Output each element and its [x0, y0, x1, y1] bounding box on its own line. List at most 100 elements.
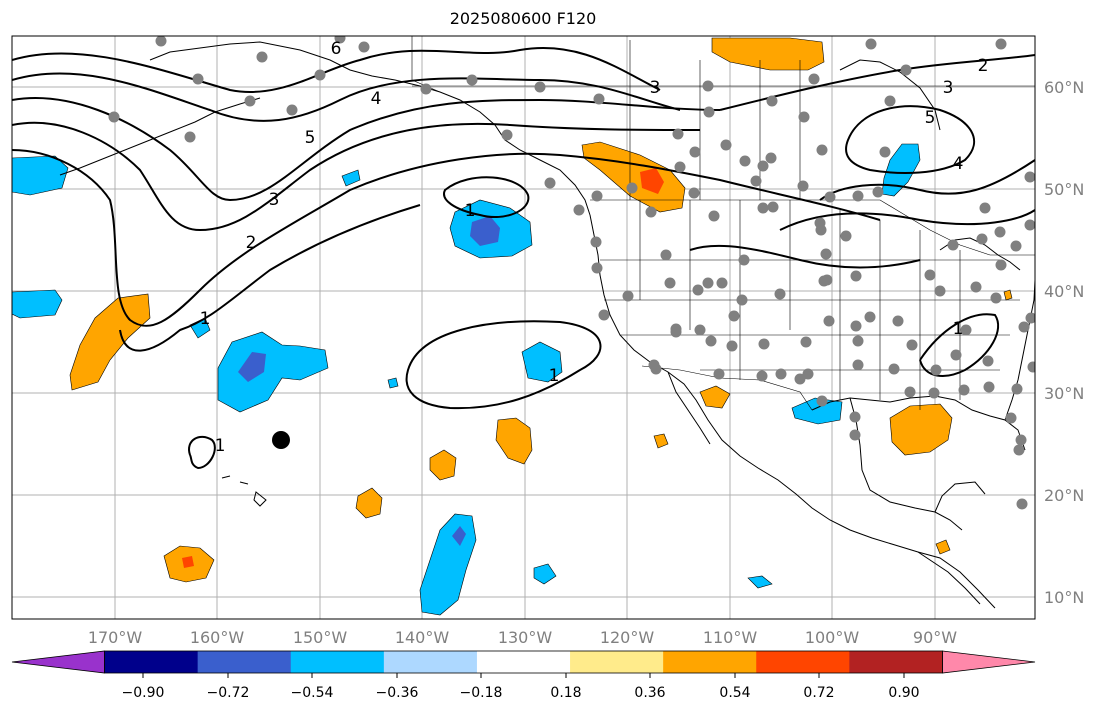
contour-label: 3: [269, 190, 280, 210]
station-marker: [708, 210, 720, 222]
contour: [779, 209, 1035, 231]
coastline-aleutians: [59, 97, 261, 176]
special-location-marker: [272, 431, 290, 449]
station-marker: [593, 93, 605, 105]
station-marker: [947, 239, 959, 251]
shade-blue: [12, 289, 63, 319]
station-marker: [757, 160, 769, 172]
station-marker: [184, 131, 196, 143]
colorbar-segment: [290, 651, 385, 673]
colorbar-segment: [104, 651, 199, 673]
station-marker: [501, 129, 513, 141]
shade-blue: [747, 575, 773, 589]
station-marker: [626, 182, 638, 194]
contour: [443, 176, 530, 219]
station-marker: [466, 74, 478, 86]
colorbar-segment: [197, 651, 292, 673]
colorbar-tick-labels: −0.90 −0.72 −0.54 −0.36 −0.18 0.18 0.36 0.54 0.7…: [122, 673, 920, 701]
station-marker: [256, 51, 268, 63]
station-marker: [726, 340, 738, 352]
colorbar: [11, 650, 1036, 674]
station-marker: [976, 233, 988, 245]
station-marker: [850, 270, 862, 282]
station-marker: [689, 146, 701, 158]
longitude-label: 150°W: [293, 628, 348, 647]
station-marker: [758, 338, 770, 350]
station-marker: [852, 190, 864, 202]
colorbar-segment: [663, 651, 757, 673]
station-marker: [852, 335, 864, 347]
station-marker: [1005, 412, 1017, 424]
coastline-us-west: [589, 214, 996, 609]
station-marker: [958, 384, 970, 396]
contour: [845, 105, 976, 174]
latitude-label: 60°N: [1044, 78, 1084, 97]
contour: [919, 313, 1000, 377]
station-marker: [738, 254, 750, 266]
station-marker: [664, 277, 676, 289]
station-marker: [703, 106, 715, 118]
station-marker: [108, 111, 120, 123]
contour-label: 4: [371, 89, 382, 109]
station-marker: [1024, 219, 1035, 231]
colorbar-tick-label: 0.72: [803, 685, 834, 701]
station-marker: [334, 36, 346, 44]
station-marker: [622, 290, 634, 302]
station-marker: [660, 249, 672, 261]
colorbar-tick-label: 0.54: [719, 685, 750, 701]
political-borders: [411, 36, 1035, 411]
station-marker: [797, 180, 809, 192]
coastline-yucatan: [934, 481, 986, 513]
contour-label: 4: [953, 154, 964, 174]
shade-blue: [521, 341, 563, 383]
longitude-label: 170°W: [88, 628, 143, 647]
shade-orange: [711, 37, 825, 71]
station-marker: [739, 155, 751, 167]
station-marker: [995, 38, 1007, 50]
contour-label: 5: [925, 108, 936, 128]
anomaly-shading: [12, 37, 1013, 616]
colorbar-segment: [849, 651, 943, 673]
station-marker: [950, 349, 962, 361]
map-frame: [11, 35, 1036, 620]
longitude-label: 130°W: [498, 628, 553, 647]
contour: [119, 204, 421, 352]
contour: [689, 244, 921, 269]
station-marker: [716, 277, 728, 289]
colorbar-segment: [476, 651, 571, 673]
station-marker: [645, 206, 657, 218]
station-marker: [598, 309, 610, 321]
station-marker: [358, 41, 370, 53]
station-marker: [674, 161, 686, 173]
station-marker: [192, 73, 204, 85]
station-marker: [849, 411, 861, 423]
station-marker: [1013, 444, 1025, 456]
hawaii-islands: [221, 475, 267, 507]
coastline-baja: [667, 371, 711, 445]
station-marker: [767, 201, 779, 213]
station-marker: [692, 284, 704, 296]
station-marker: [960, 324, 972, 336]
station-marker: [970, 281, 982, 293]
station-marker: [906, 339, 918, 351]
station-marker: [850, 320, 862, 332]
station-marker: [765, 152, 777, 164]
coastline-central-america: [917, 551, 981, 605]
shade-blue: [341, 169, 361, 187]
contour: [12, 97, 721, 202]
contour: [12, 72, 681, 122]
shade-blue: [12, 155, 69, 196]
colorbar-tick-label: 0.36: [634, 685, 665, 701]
station-marker: [573, 204, 585, 216]
longitude-label: 120°W: [600, 628, 655, 647]
station-marker: [757, 202, 769, 214]
contour-labels: 6 5 4 3 2 1 1 1 1 5 4 3 2 1 3: [200, 39, 989, 456]
shade-blue: [881, 143, 921, 197]
station-marker: [672, 128, 684, 140]
station-marker: [713, 368, 725, 380]
station-marker: [1027, 361, 1035, 373]
shade-orange: [355, 487, 383, 519]
colorbar-tick-label: 0.18: [550, 685, 581, 701]
contour-label: 1: [953, 319, 964, 339]
